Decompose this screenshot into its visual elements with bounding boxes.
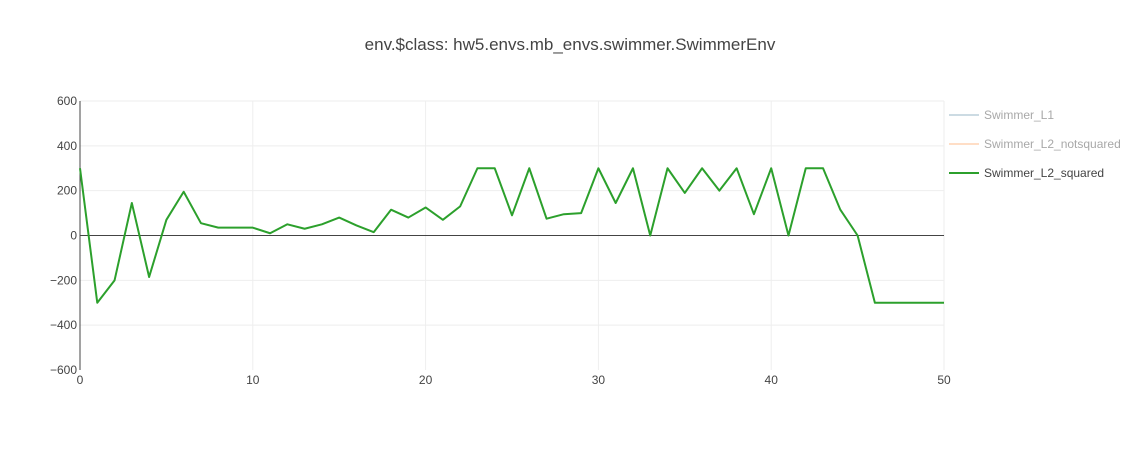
legend-label: Swimmer_L2_squared	[984, 166, 1104, 180]
legend-item-Swimmer_L2_notsquared[interactable]: Swimmer_L2_notsquared	[949, 137, 1121, 151]
y-tick-label: −200	[50, 273, 77, 287]
legend-item-Swimmer_L2_squared[interactable]: Swimmer_L2_squared	[949, 166, 1104, 180]
series-layer	[79, 167, 944, 304]
x-tick-label: 50	[937, 373, 951, 387]
series-line-Swimmer_L2_squared	[79, 167, 944, 304]
x-tick-label: 20	[419, 373, 433, 387]
y-tick-label: −600	[50, 363, 77, 377]
chart-title: env.$class: hw5.envs.mb_envs.swimmer.Swi…	[365, 35, 776, 54]
y-tick-label: 400	[57, 139, 77, 153]
x-tick-label: 40	[765, 373, 779, 387]
x-tick-label: 30	[592, 373, 606, 387]
legend[interactable]: Swimmer_L1 Swimmer_L2_notsquared Swimmer_L…	[949, 108, 1121, 180]
x-tick-label: 0	[77, 373, 84, 387]
y-tick-label: 0	[70, 229, 77, 243]
tick-labels: 0 10 20 30 40 50 600 400 200 0 −200 −400 −600	[50, 94, 951, 387]
axes	[79, 101, 944, 370]
x-tick-label: 10	[246, 373, 260, 387]
y-tick-label: −400	[50, 318, 77, 332]
legend-label: Swimmer_L2_notsquared	[984, 137, 1121, 151]
y-tick-label: 200	[57, 184, 77, 198]
legend-item-Swimmer_L1[interactable]: Swimmer_L1	[949, 108, 1054, 122]
legend-label: Swimmer_L1	[984, 108, 1054, 122]
y-tick-label: 600	[57, 94, 77, 108]
